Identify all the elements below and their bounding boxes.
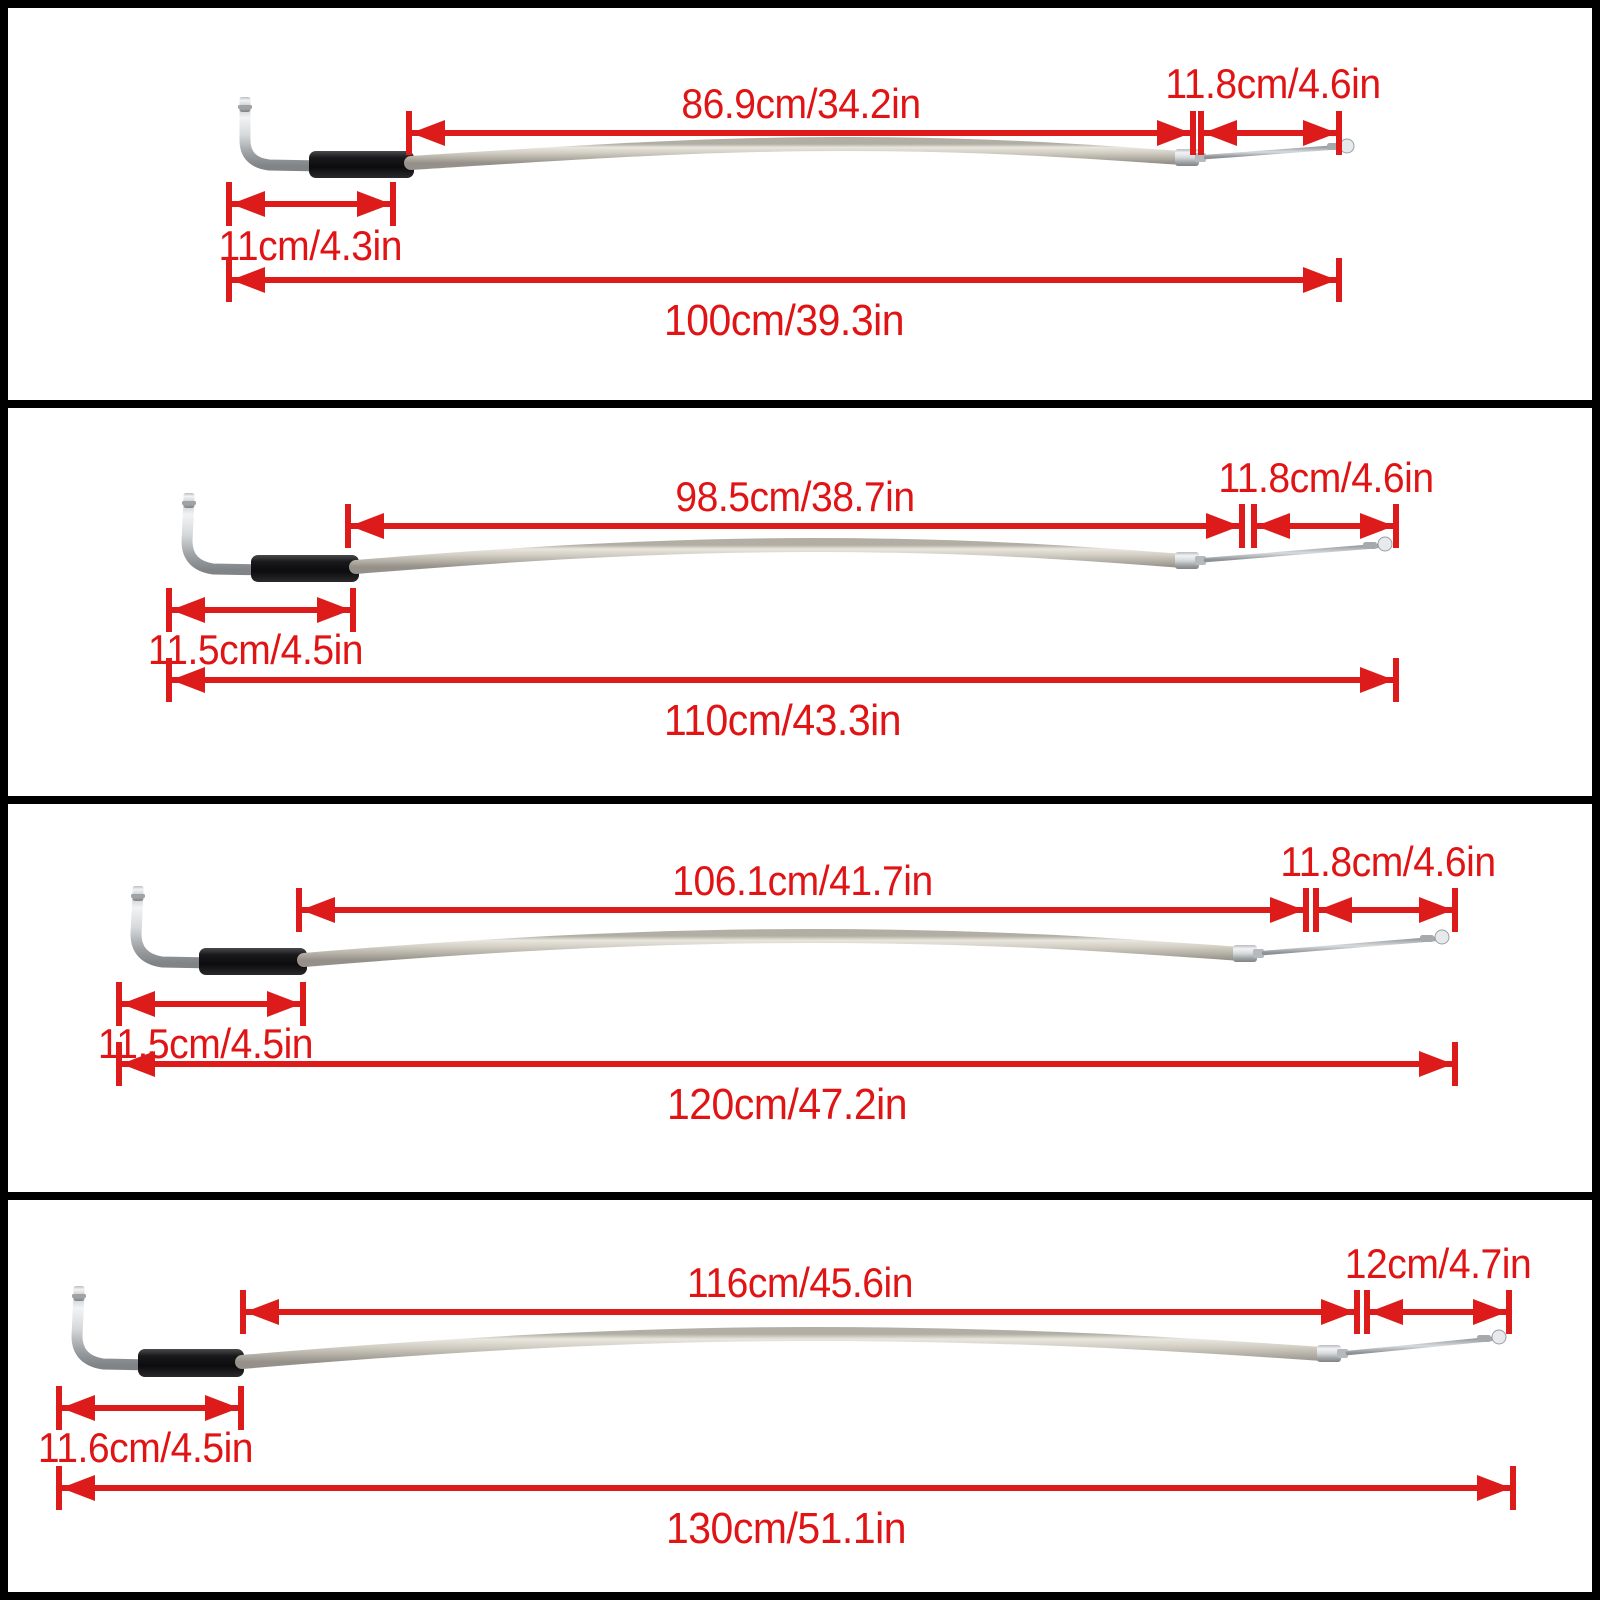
cable-variant-2-drawing [163,493,1413,593]
panel-divider-3 [8,1192,1592,1200]
dim-total-4-label: 130cm/51.1in [665,1504,907,1553]
dim-total-1-label: 100cm/39.3in [663,296,905,345]
panel-1: 86.9cm/34.2in 11.8cm/4.6in 11cm/4.3in [8,8,1592,400]
cable-variant-4-drawing [53,1286,1523,1391]
dim-boot-1-label: 11cm/4.3in [218,222,403,269]
dim-housing-4-label: 116cm/45.6in [686,1259,914,1306]
dim-inner-wire-1-label: 11.8cm/4.6in [1165,60,1381,107]
dim-total-2-label: 110cm/43.3in [663,696,902,745]
panel-2: 98.5cm/38.7in 11.8cm/4.6in 11.5cm/4.5in … [8,408,1592,796]
dim-total-3-label: 120cm/47.2in [666,1080,908,1129]
dim-housing-3-label: 106.1cm/41.7in [672,857,933,904]
dim-inner-wire-2-label: 11.8cm/4.6in [1218,454,1434,501]
panel-4: 116cm/45.6in 12cm/4.7in 11.6cm/4.5in 130… [8,1200,1592,1592]
dim-inner-wire-4-label: 12cm/4.7in [1344,1240,1532,1287]
dim-boot-2-label: 11.5cm/4.5in [147,626,364,673]
dim-housing-2-label: 98.5cm/38.7in [675,473,915,520]
cable-variant-1-drawing [223,96,1363,191]
dim-inner-wire-3-label: 11.8cm/4.6in [1280,838,1496,885]
cable-variant-3-drawing [113,886,1473,986]
panel-divider-1 [8,400,1592,408]
dim-boot-4-label: 11.6cm/4.5in [37,1424,254,1471]
panel-divider-2 [8,796,1592,804]
panel-3: 106.1cm/41.7in 11.8cm/4.6in 11.5cm/4.5in… [8,804,1592,1192]
dim-housing-1-label: 86.9cm/34.2in [681,80,921,127]
